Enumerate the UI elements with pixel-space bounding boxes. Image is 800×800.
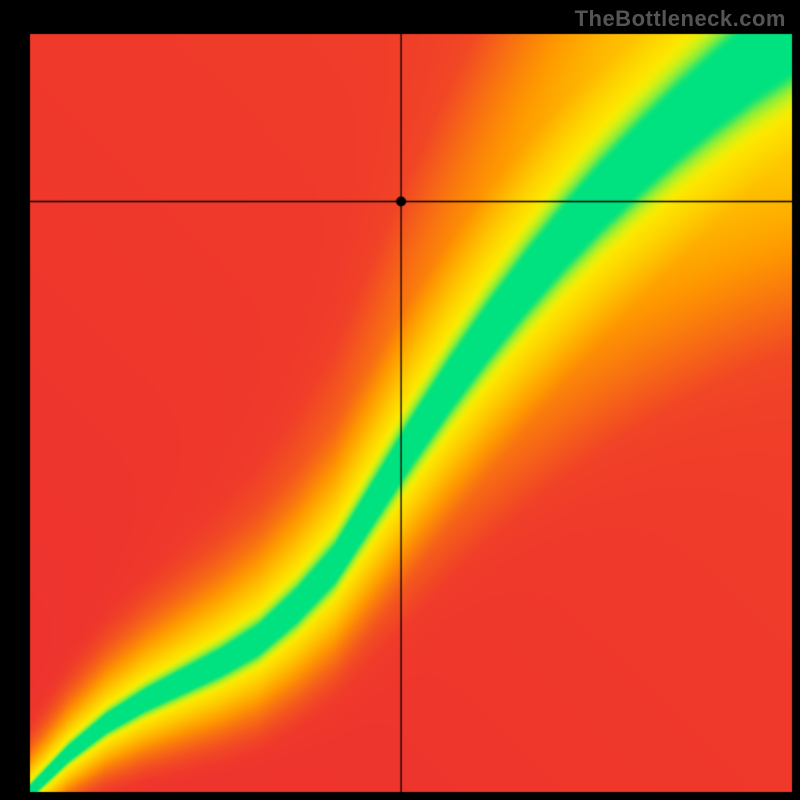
chart-container: TheBottleneck.com — [0, 0, 800, 800]
heatmap-canvas — [0, 0, 800, 800]
watermark-label: TheBottleneck.com — [575, 6, 786, 32]
